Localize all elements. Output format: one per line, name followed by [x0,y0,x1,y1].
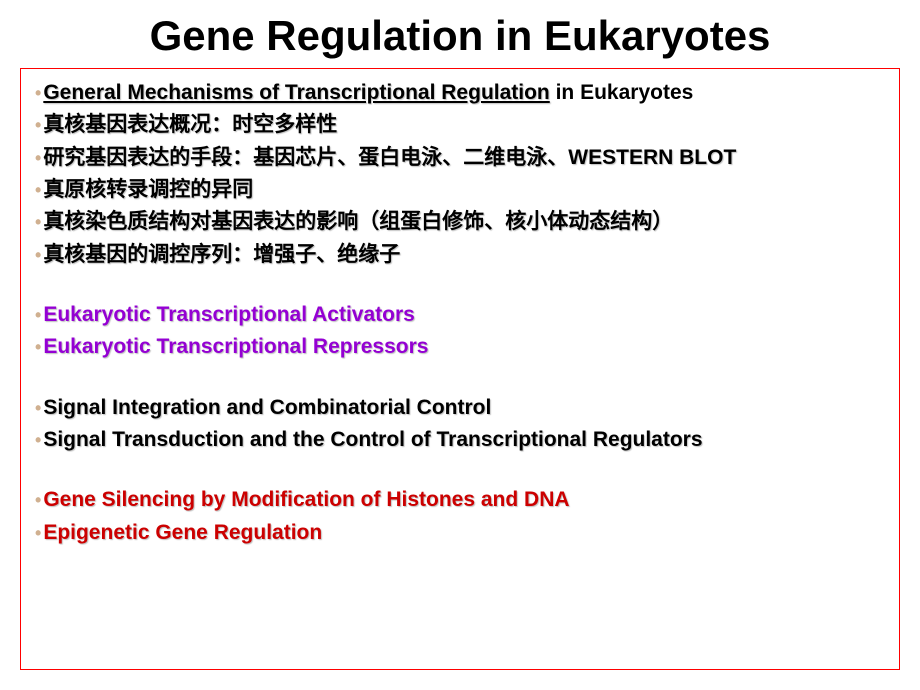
line-10: Signal Transduction and the Control of T… [43,428,702,451]
bullet-icon: • [35,115,41,135]
bullet-icon: • [35,305,41,325]
line-6: 真核基因的调控序列：增强子、绝缘子 [43,243,400,266]
bullet-icon: • [35,212,41,232]
bullet-line-1: •General Mechanisms of Transcriptional R… [35,79,885,107]
bullet-icon: • [35,523,41,543]
slide-container: Gene Regulation in Eukaryotes •General M… [0,0,920,690]
line-12: Epigenetic Gene Regulation [43,521,322,544]
line-4: 真原核转录调控的异同 [43,178,253,201]
bullet-line-10: •Signal Transduction and the Control of … [35,426,885,454]
line-1-seg2: in Eukaryotes [550,81,694,104]
line-2: 真核基因表达概况：时空多样性 [43,113,337,136]
bullet-line-6: •真核基因的调控序列：增强子、绝缘子 [35,241,885,269]
bullet-icon: • [35,430,41,450]
line-3: 研究基因表达的手段：基因芯片、蛋白电泳、二维电泳、WESTERN BLOT [43,146,736,169]
line-8: Eukaryotic Transcriptional Repressors [43,335,428,358]
bullet-line-11: •Gene Silencing by Modification of Histo… [35,486,885,514]
bullet-icon: • [35,490,41,510]
bullet-line-4: •真原核转录调控的异同 [35,176,885,204]
content-box: •General Mechanisms of Transcriptional R… [20,68,900,670]
bullet-line-12: •Epigenetic Gene Regulation [35,519,885,547]
bullet-line-9: •Signal Integration and Combinatorial Co… [35,394,885,422]
bullet-line-5: •真核染色质结构对基因表达的影响（组蛋白修饰、核小体动态结构） [35,208,885,236]
line-5: 真核染色质结构对基因表达的影响（组蛋白修饰、核小体动态结构） [43,210,673,233]
slide-title: Gene Regulation in Eukaryotes [20,12,900,60]
spacer [35,273,885,297]
bullet-icon: • [35,148,41,168]
bullet-line-7: •Eukaryotic Transcriptional Activators [35,301,885,329]
bullet-icon: • [35,245,41,265]
bullet-line-2: •真核基因表达概况：时空多样性 [35,111,885,139]
spacer [35,458,885,482]
bullet-icon: • [35,83,41,103]
line-1-seg1: General Mechanisms of Transcriptional Re… [43,81,549,104]
bullet-icon: • [35,180,41,200]
line-7: Eukaryotic Transcriptional Activators [43,303,415,326]
line-9: Signal Integration and Combinatorial Con… [43,396,491,419]
bullet-line-3: •研究基因表达的手段：基因芯片、蛋白电泳、二维电泳、WESTERN BLOT [35,144,885,172]
spacer [35,366,885,390]
bullet-icon: • [35,337,41,357]
bullet-icon: • [35,398,41,418]
bullet-line-8: •Eukaryotic Transcriptional Repressors [35,333,885,361]
line-11: Gene Silencing by Modification of Histon… [43,488,569,511]
